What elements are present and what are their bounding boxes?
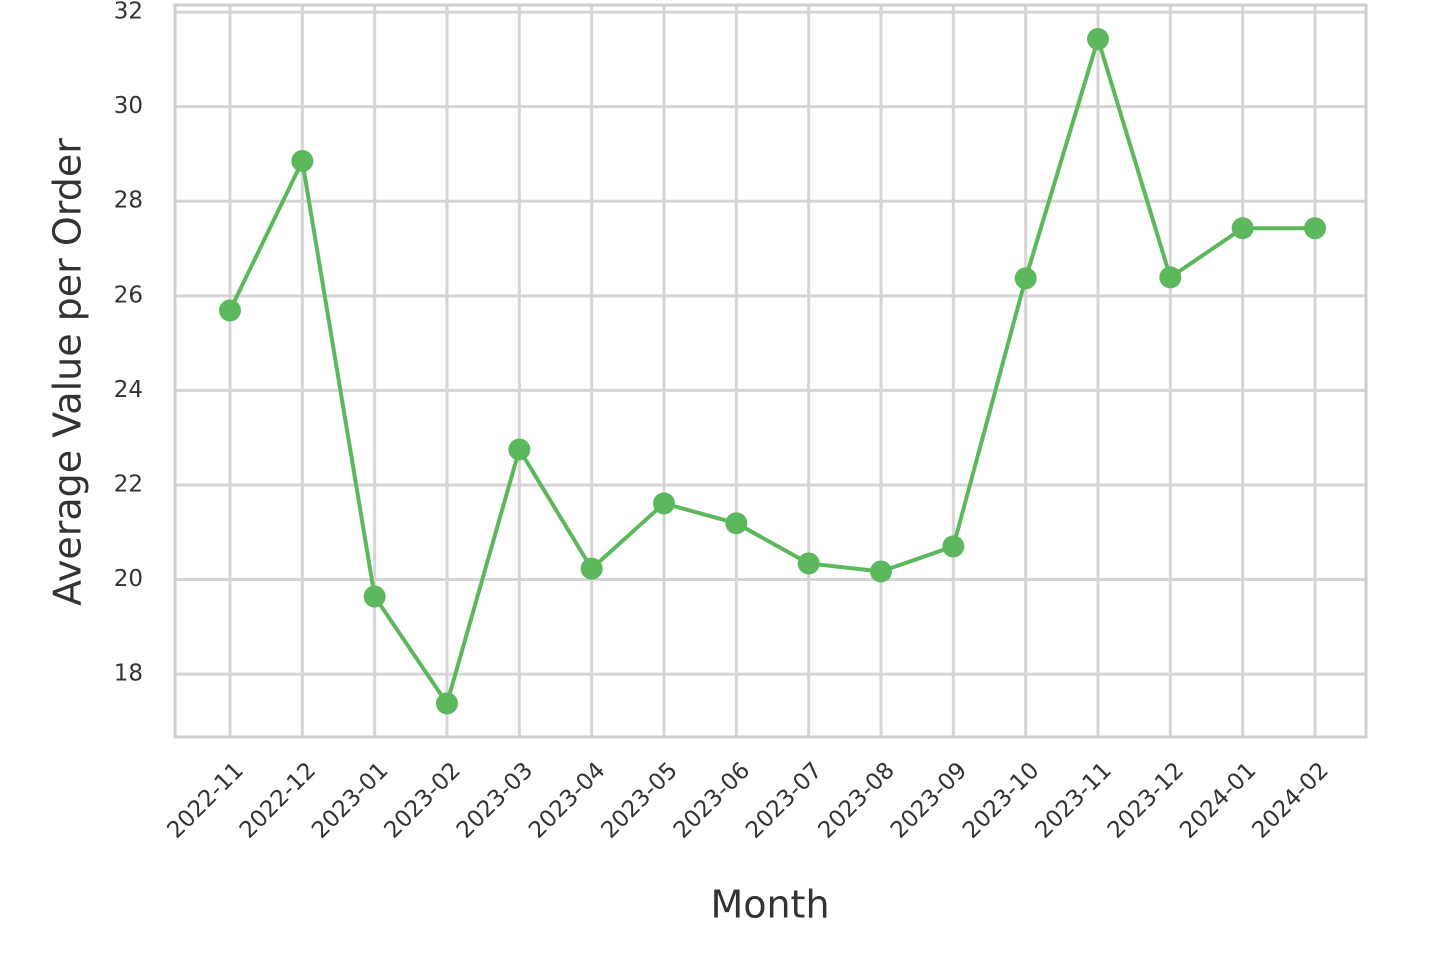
marker xyxy=(219,299,241,322)
line xyxy=(228,32,1315,709)
x-tick-label: 2023-12 xyxy=(1103,757,1189,843)
marker xyxy=(363,585,386,608)
x-tick-label: 2024-01 xyxy=(1175,757,1261,843)
y-tick-label: 26 xyxy=(114,282,143,308)
marker xyxy=(1159,266,1182,289)
x-tick-label: 2023-09 xyxy=(886,757,972,843)
x-tick-label: 2023-03 xyxy=(452,757,538,843)
marker xyxy=(1014,267,1037,290)
marker xyxy=(725,512,748,535)
marker xyxy=(436,692,458,715)
marker xyxy=(1087,28,1109,51)
plot-frame xyxy=(173,3,1368,739)
y-tick-label: 24 xyxy=(114,377,143,403)
marker xyxy=(1304,217,1326,240)
x-tick-label: 2024-02 xyxy=(1247,757,1333,843)
x-tick-label: 2022-12 xyxy=(235,757,321,843)
y-tick-label: 18 xyxy=(114,661,143,687)
marker xyxy=(653,492,675,515)
y-tick-label: 28 xyxy=(114,188,143,214)
marker xyxy=(942,535,965,558)
x-tick-label: 2023-11 xyxy=(1030,757,1116,843)
x-tick-label: 2023-02 xyxy=(379,757,465,843)
x-tick-label: 2023-01 xyxy=(307,757,393,843)
marker xyxy=(580,557,603,580)
x-axis-label: Month xyxy=(710,883,829,927)
x-tick-label: 2023-08 xyxy=(813,757,899,843)
marker xyxy=(291,150,314,173)
marker xyxy=(870,560,892,583)
x-tick-label: 2023-04 xyxy=(524,757,610,843)
marker xyxy=(797,552,820,575)
x-tick-label: 2023-10 xyxy=(958,757,1044,843)
x-tick-label: 2023-06 xyxy=(669,757,755,843)
marker xyxy=(508,438,531,461)
x-tick-label: 2023-05 xyxy=(596,757,682,843)
y-tick-label: 32 xyxy=(114,0,143,25)
marker xyxy=(1231,217,1254,240)
y-tick-label: 30 xyxy=(114,93,143,119)
x-tick-label: 2023-07 xyxy=(741,757,827,843)
y-axis-label: Average Value per Order xyxy=(46,138,90,606)
y-tick-label: 20 xyxy=(114,566,143,592)
x-tick-label: 2022-11 xyxy=(162,757,248,843)
y-tick-label: 22 xyxy=(114,471,143,497)
